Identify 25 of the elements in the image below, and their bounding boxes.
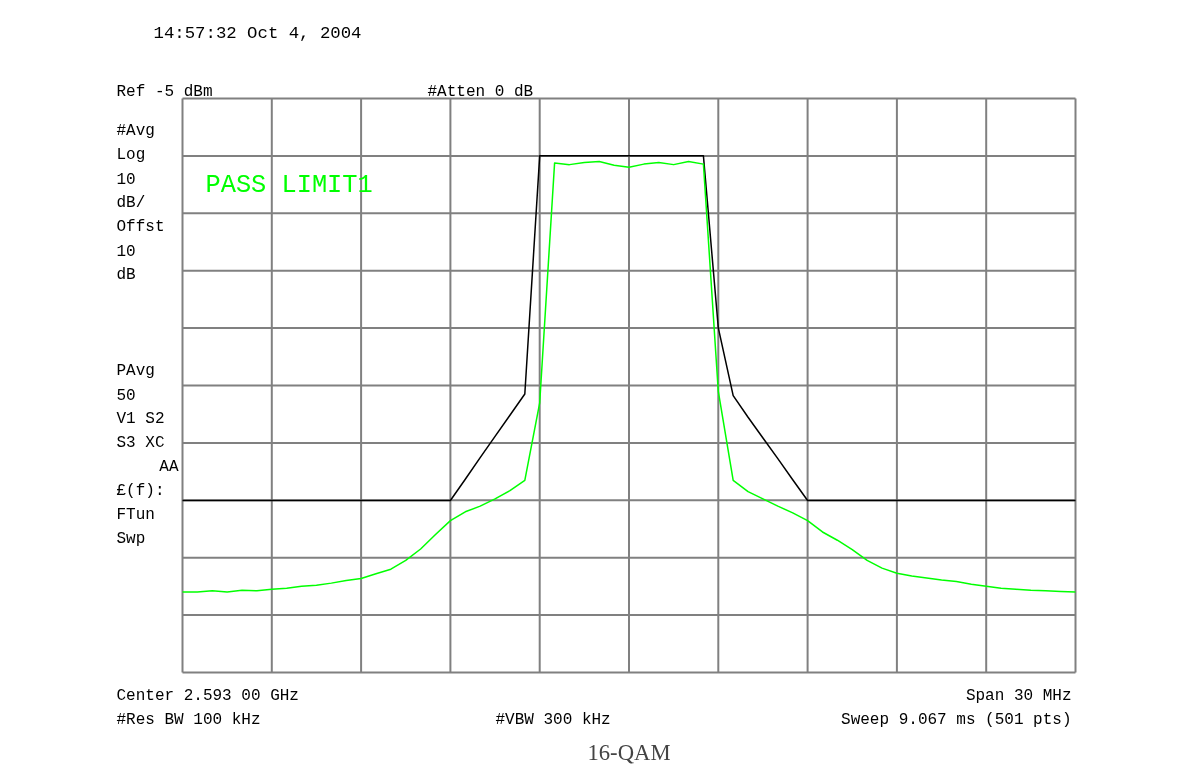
text: 10: [116, 171, 136, 189]
annotation: PASS LIMIT1: [205, 171, 373, 200]
text: dB: [116, 265, 136, 284]
text: PAvg: [116, 361, 155, 380]
text: #VBW 300 kHz: [495, 710, 611, 729]
text: #Atten 0 dB: [427, 82, 534, 101]
text: FTun: [116, 505, 155, 524]
text: S3 XC: [116, 433, 165, 452]
text: #Res BW 100 kHz: [116, 710, 261, 729]
text: 16-QAM: [587, 740, 671, 765]
text: 50: [116, 387, 136, 405]
text: Log: [116, 145, 146, 164]
text: Span 30 MHz: [965, 686, 1072, 705]
text: Offst: [116, 217, 165, 236]
text: #Avg: [116, 121, 155, 140]
text: Swp: [116, 529, 146, 548]
text: 14:57:32 Oct 4, 2004: [153, 24, 362, 43]
text: Sweep 9.067 ms (501 pts): [841, 710, 1072, 729]
text: Center 2.593 00 GHz: [116, 686, 299, 705]
text: dB/: [116, 193, 146, 212]
text: 10: [116, 243, 136, 261]
text: Ref -5 dBm: [116, 82, 213, 101]
text: £(f):: [116, 481, 165, 500]
text: AA: [159, 457, 179, 476]
text: V1 S2: [116, 409, 165, 428]
